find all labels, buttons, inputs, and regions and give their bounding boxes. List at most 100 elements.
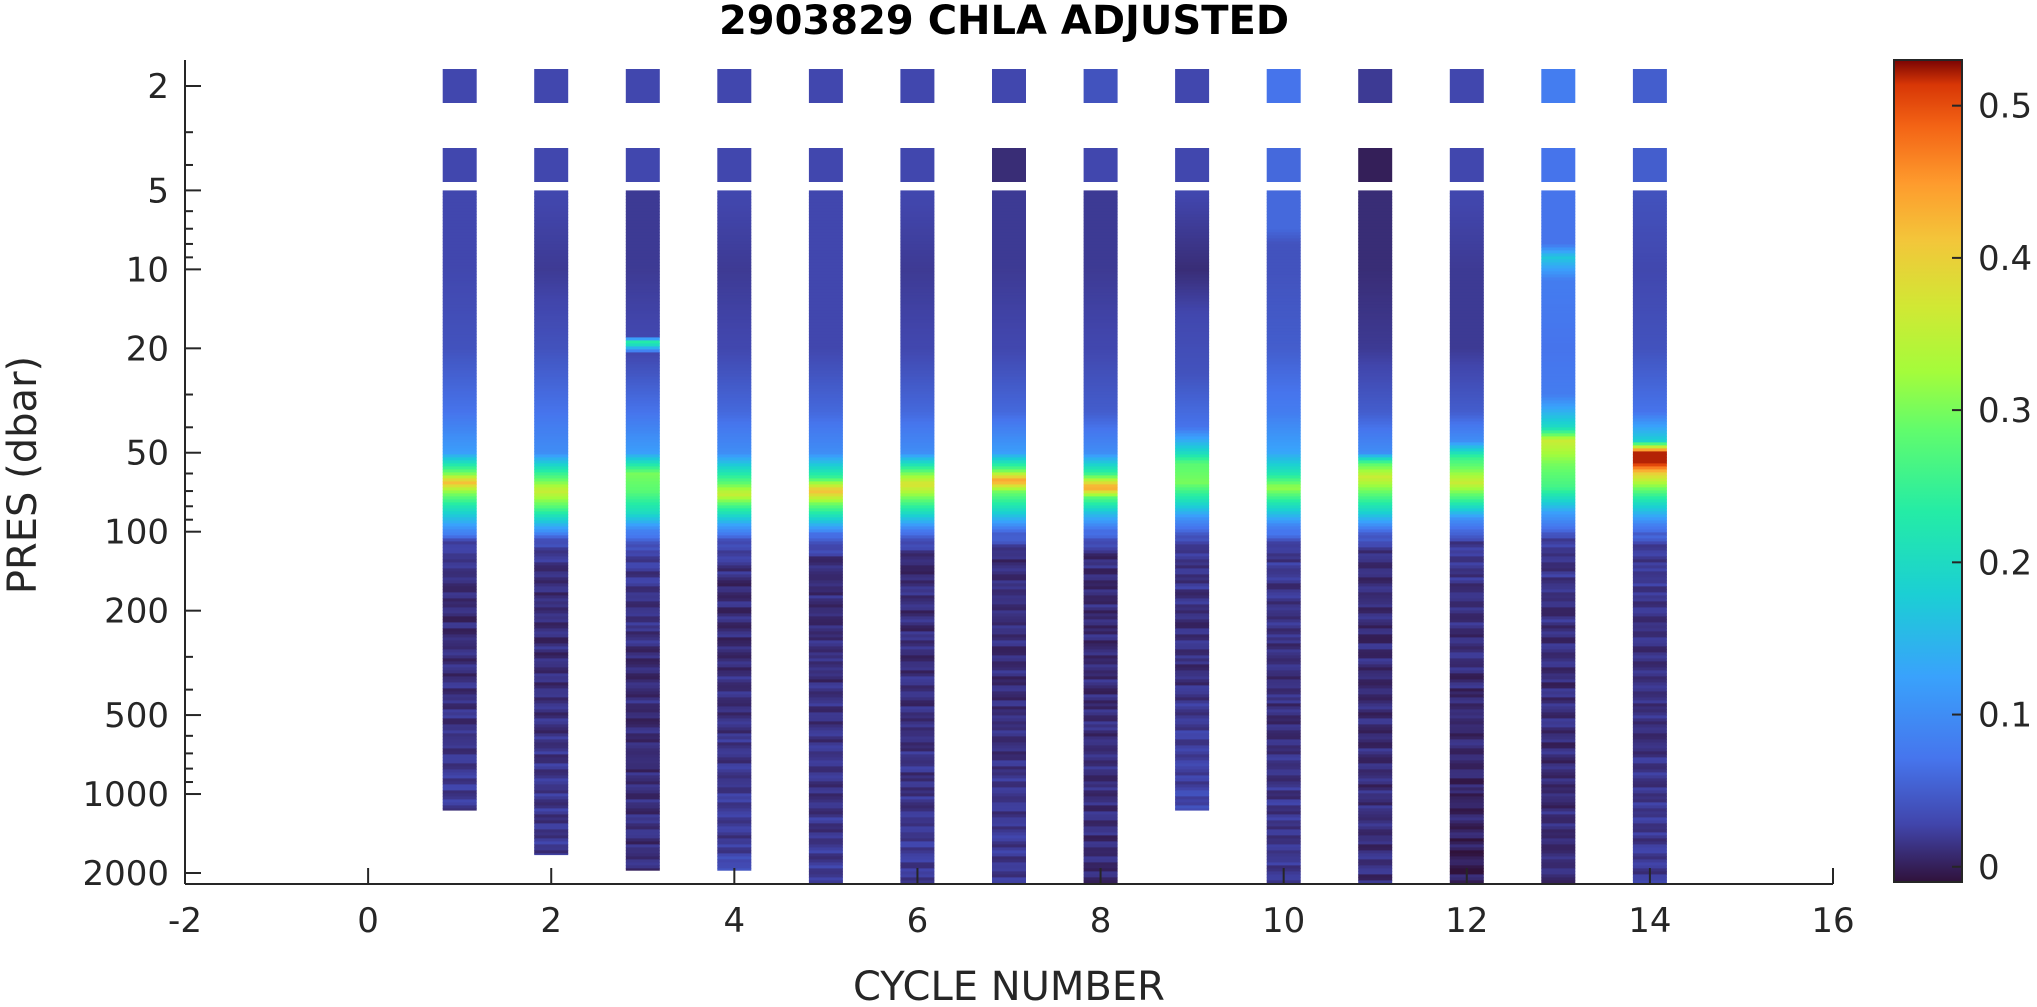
profile-cell — [1083, 724, 1118, 728]
profile-cell — [1632, 427, 1667, 431]
profile-cell — [1175, 241, 1210, 245]
profile-cell — [1632, 685, 1667, 689]
profile-cell — [1266, 250, 1301, 254]
profile-cell — [1632, 532, 1667, 536]
profile-cell — [1266, 601, 1301, 605]
profile-cell — [625, 727, 660, 731]
profile-cell — [1175, 727, 1210, 731]
profile-cell — [717, 427, 752, 431]
profile-cell — [1358, 352, 1393, 356]
profile-cell — [1541, 430, 1576, 434]
profile-cell — [808, 505, 843, 509]
profile-cell — [625, 613, 660, 617]
profile-cell — [717, 268, 752, 272]
profile-cell — [808, 712, 843, 716]
profile-cell — [717, 538, 752, 542]
profile-cell — [1632, 661, 1667, 665]
profile-cell — [717, 442, 752, 446]
profile-cell — [1266, 376, 1301, 380]
profile-cell — [1632, 460, 1667, 464]
profile-cell — [1266, 238, 1301, 242]
profile-cell — [1266, 277, 1301, 281]
profile-cell — [1449, 715, 1484, 719]
profile-cell — [808, 226, 843, 230]
profile-cell — [1266, 202, 1301, 206]
profile-cell — [625, 691, 660, 695]
profile-cell — [442, 265, 477, 269]
profile-cell — [717, 757, 752, 761]
profile-cell — [534, 487, 569, 491]
profile-cell — [1358, 613, 1393, 617]
profile-cell — [625, 505, 660, 509]
profile-cell — [992, 721, 1026, 725]
profile-cell — [717, 664, 752, 668]
profile-cell — [1266, 256, 1301, 260]
profile-cell — [625, 679, 660, 683]
profile-cell — [808, 655, 843, 659]
profile-cell — [1358, 643, 1393, 647]
profile-cell — [1083, 520, 1118, 524]
profile-cell — [1541, 238, 1576, 242]
profile-cell — [1083, 415, 1118, 419]
profile-cell — [1541, 688, 1576, 692]
profile-cell — [1175, 448, 1210, 452]
profile-cell — [534, 394, 569, 398]
profile-cell — [992, 829, 1026, 833]
profile-cell — [900, 412, 935, 416]
profile-cell — [900, 727, 935, 731]
profile-cell — [717, 511, 752, 515]
profile-cell — [442, 289, 477, 293]
profile-cell — [1541, 796, 1576, 800]
profile-cell — [808, 757, 843, 761]
profile-cell — [625, 757, 660, 761]
profile-cell — [534, 397, 569, 401]
profile-cell — [1266, 205, 1301, 209]
profile-cell — [442, 751, 477, 755]
profile-cell — [1175, 490, 1210, 494]
profile-cell — [1175, 292, 1210, 296]
profile-cell — [625, 751, 660, 755]
profile-cell — [900, 568, 935, 572]
profile-cell — [717, 646, 752, 650]
profile-cell — [1175, 640, 1210, 644]
profile-cell — [1358, 751, 1393, 755]
profile-cell — [900, 721, 935, 725]
profile-cell — [992, 493, 1026, 497]
profile-cell — [900, 448, 935, 452]
surface-bin — [1358, 148, 1393, 182]
profile-cell — [534, 451, 569, 455]
profile-cell — [1541, 367, 1576, 371]
profile-cell — [808, 433, 843, 437]
profile-cell — [1632, 454, 1667, 458]
profile-cell — [900, 538, 935, 542]
profile-cell — [1266, 766, 1301, 770]
profile-cell — [1449, 745, 1484, 749]
profile-cell — [1449, 754, 1484, 758]
profile-cell — [900, 859, 935, 863]
profile-cell — [625, 415, 660, 419]
surface-bin — [1083, 69, 1118, 103]
profile-cell — [1175, 712, 1210, 716]
profile-cell — [992, 637, 1026, 641]
profile-cell — [1449, 400, 1484, 404]
profile-cell — [992, 211, 1026, 215]
profile-cell — [625, 829, 660, 833]
profile-cell — [1632, 769, 1667, 773]
profile-cell — [534, 559, 569, 563]
profile-cell — [808, 619, 843, 623]
profile-cell — [1266, 838, 1301, 842]
profile-cell — [1632, 709, 1667, 713]
profile-cell — [1266, 307, 1301, 311]
profile-cell — [992, 826, 1026, 830]
profile-cell — [442, 523, 477, 527]
profile-cell — [717, 490, 752, 494]
profile-cell — [900, 745, 935, 749]
profile-cell — [900, 256, 935, 260]
profile-cell — [992, 769, 1026, 773]
profile-cell — [992, 268, 1026, 272]
profile-cell — [1541, 724, 1576, 728]
profile-cell — [1358, 649, 1393, 653]
profile-cell — [1358, 211, 1393, 215]
profile-cell — [1175, 337, 1210, 341]
profile-cell — [1266, 325, 1301, 329]
